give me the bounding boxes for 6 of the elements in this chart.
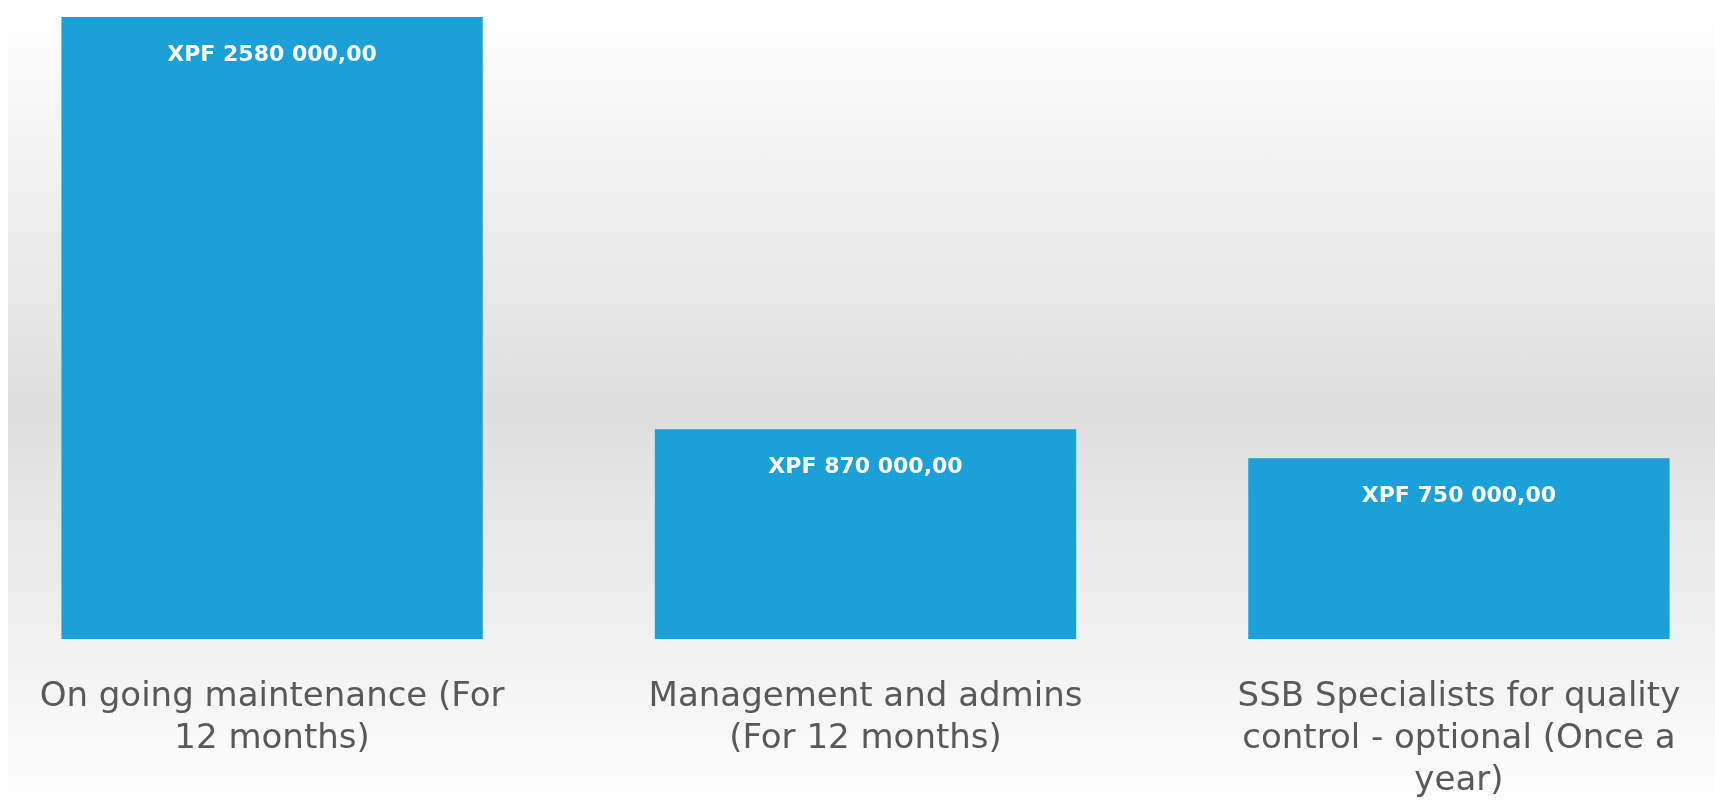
x-tick-label: Management and admins (For 12 months) (648, 674, 1083, 756)
data-label: XPF 2580 000,00 (167, 41, 377, 66)
x-tick-label: On going maintenance (For 12 months) (39, 674, 505, 756)
data-label: XPF 870 000,00 (768, 453, 963, 479)
data-label: XPF 750 000,00 (1361, 482, 1557, 508)
x-tick-label: SSB Specialists for quality control - optional (Once a year) (1237, 674, 1681, 798)
